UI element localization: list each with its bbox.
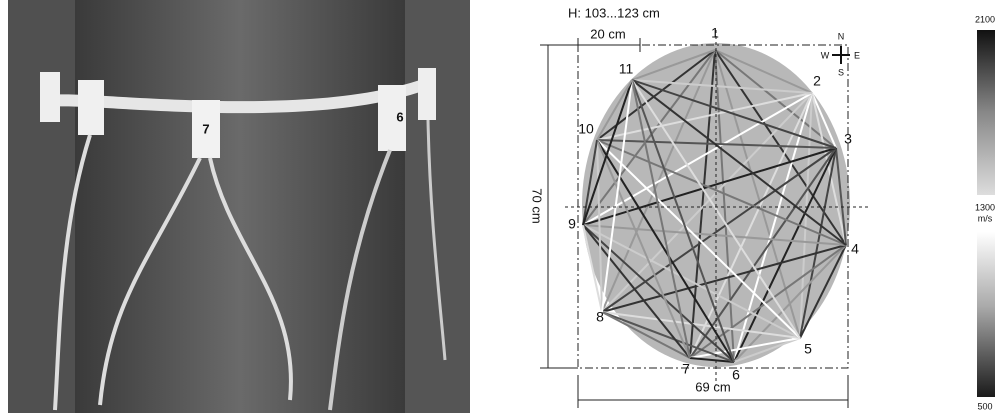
scale-label: 500 [977,401,992,411]
tomogram: H: 103...123 cm 20 cm 70 cm 69 cm N W E … [530,5,870,408]
sensor-label: 6 [732,367,740,383]
sensor-label: 7 [682,361,690,377]
compass-label: S [838,67,844,77]
sensor-label: 2 [813,73,821,89]
sensor-label: 10 [578,121,594,137]
height-label: H: 103...123 cm [568,5,660,20]
figure: 7 6 H: 103...123 cm 20 cm 70 cm 69 cm N … [0,0,995,413]
velocity-scale: 2100 1300 m/s 500 [975,14,995,411]
dimension-label: 70 cm [530,188,545,223]
scale-label: 2100 [975,14,995,24]
sensor-tag: 6 [396,109,403,124]
compass-label: W [821,50,830,60]
dimension-label: 69 cm [695,379,730,394]
sensor-label: 11 [619,61,634,77]
sensor-label: 8 [596,309,604,325]
compass-label: E [854,50,860,60]
scale-unit: m/s [978,213,993,223]
scale-label: 1300 [975,202,995,212]
tree-photo: 7 6 [8,0,470,413]
sensor-label: 1 [711,25,719,41]
sensor-label: 3 [844,131,852,147]
sensor-tag: 7 [202,121,209,136]
sensor-label: 4 [851,241,859,257]
compass-label: N [838,31,845,41]
compass: N W E S [821,31,860,77]
sensor-label: 5 [804,341,812,357]
dimension-label: 20 cm [590,26,625,41]
sensor-label: 9 [568,216,576,232]
